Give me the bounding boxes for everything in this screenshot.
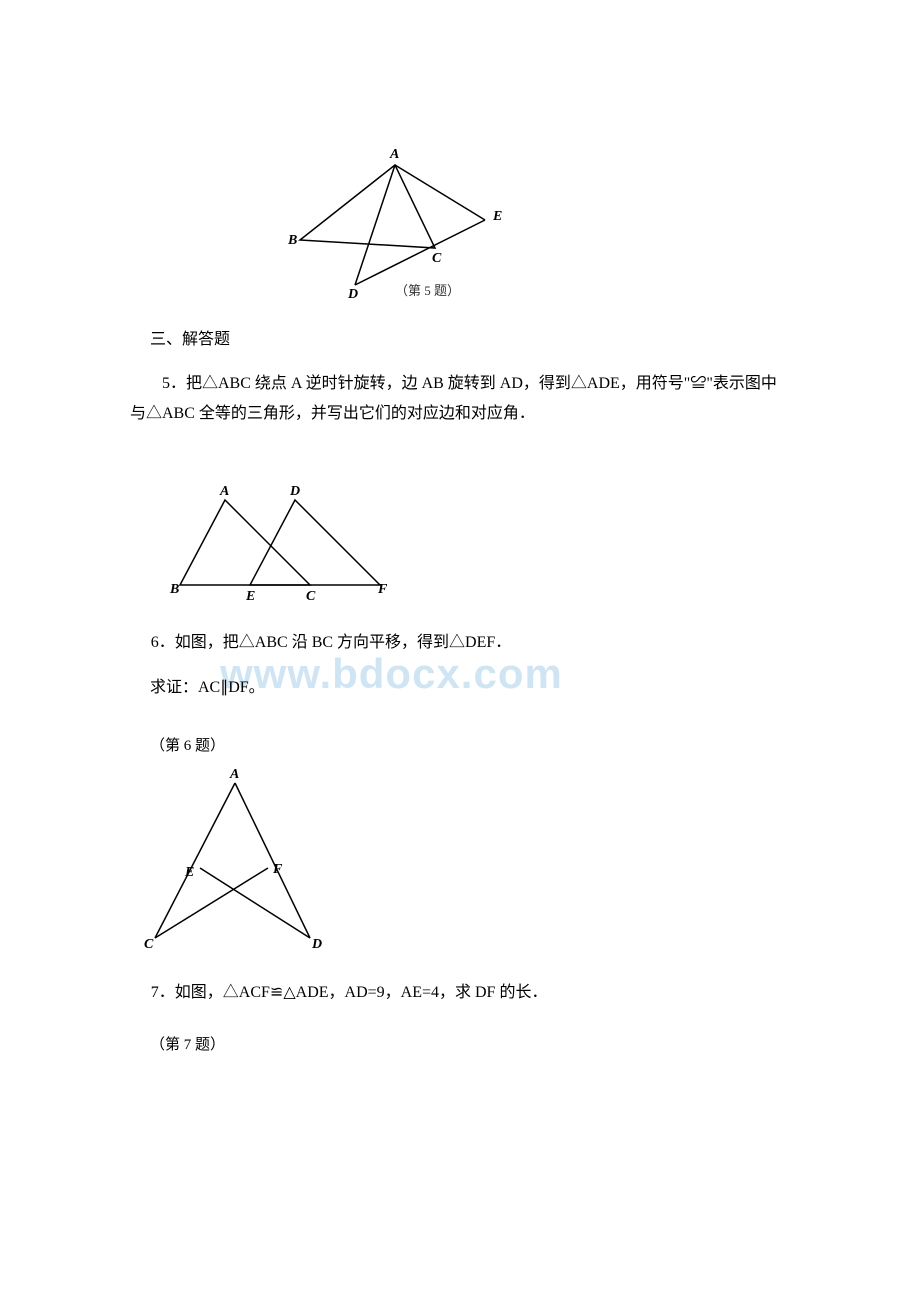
figure-5-svg: A B C D E （第 5 题） xyxy=(190,140,540,305)
section-heading: 三、解答题 xyxy=(150,325,790,349)
problem-6-text: 6．如图，把△ABC 沿 BC 方向平移，得到△DEF． xyxy=(130,628,790,658)
label-e-7: E xyxy=(184,865,194,880)
label-c-7: C xyxy=(144,937,154,952)
label-d: D xyxy=(347,287,358,302)
triangle-abc-6 xyxy=(180,500,310,585)
label-e: E xyxy=(492,209,502,224)
figure-7: A C D E F xyxy=(130,763,790,958)
figure-7-caption: （第 7 题） xyxy=(150,1033,790,1054)
label-c: C xyxy=(432,251,442,266)
line-cf-7 xyxy=(155,868,268,938)
figure-5-caption: （第 5 题） xyxy=(395,283,460,298)
triangle-def-6 xyxy=(250,500,380,585)
document-content: A B C D E （第 5 题） 三、解答题 5．把△ABC 绕点 A 逆时针… xyxy=(130,140,790,1054)
label-a: A xyxy=(389,147,399,162)
line-ad xyxy=(355,165,395,285)
label-b: B xyxy=(287,233,297,248)
label-d-7: D xyxy=(311,937,322,952)
label-f-7: F xyxy=(272,862,283,877)
figure-6-svg: A B C D E F xyxy=(150,480,410,608)
figure-6: A B C D E F xyxy=(150,480,790,608)
problem-5-text: 5．把△ABC 绕点 A 逆时针旋转，边 AB 旋转到 AD，得到△ADE，用符… xyxy=(130,369,790,430)
line-ac-7 xyxy=(155,783,235,938)
figure-5: A B C D E （第 5 题） xyxy=(190,140,790,305)
figure-6-caption: （第 6 题） xyxy=(150,734,790,755)
figure-7-svg: A C D E F xyxy=(130,763,340,958)
label-d-6: D xyxy=(289,484,300,499)
label-f-6: F xyxy=(377,582,388,597)
label-a-6: A xyxy=(219,484,229,499)
label-c-6: C xyxy=(306,589,316,604)
line-de xyxy=(355,220,485,285)
label-e-6: E xyxy=(245,589,255,604)
problem-7-text: 7．如图，△ACF≌△ADE，AD=9，AE=4，求 DF 的长． xyxy=(130,978,790,1008)
problem-6-sub: 求证：AC∥DF。 xyxy=(150,673,790,703)
label-b-6: B xyxy=(169,582,179,597)
label-a-7: A xyxy=(229,767,239,782)
